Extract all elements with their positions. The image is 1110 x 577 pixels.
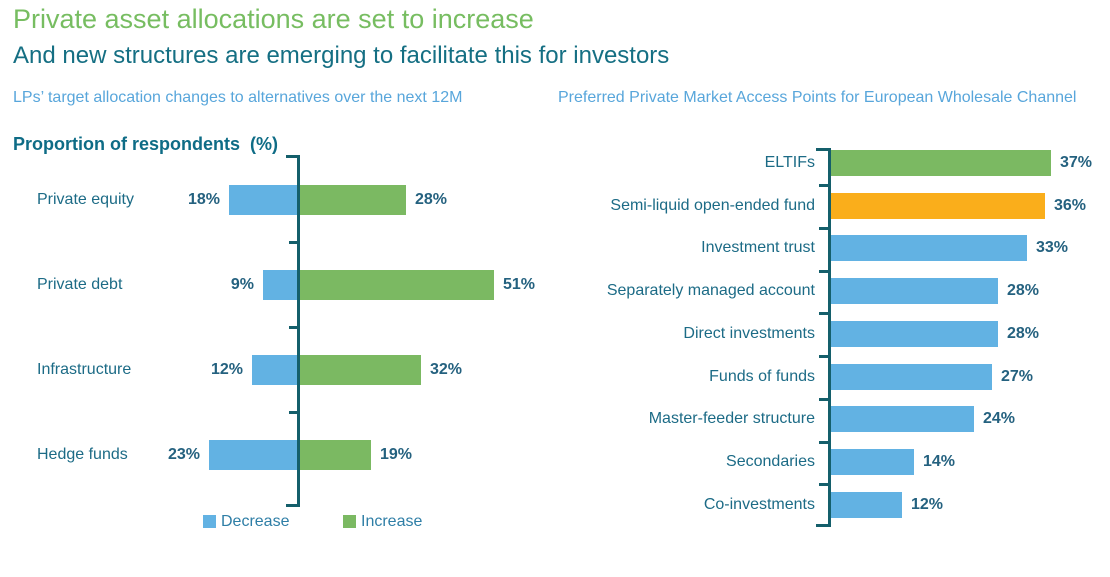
axis-tick [289, 241, 298, 244]
bar [831, 406, 974, 432]
bar [831, 449, 914, 475]
page-subtitle: And new structures are emerging to facil… [13, 42, 670, 69]
axis-tick [819, 441, 829, 444]
bar-value: 37% [1060, 154, 1093, 171]
baseline-axis [828, 148, 831, 527]
category-label: Funds of funds [709, 368, 815, 385]
bar-increase [298, 185, 406, 215]
increase-value: 19% [380, 446, 413, 463]
category-label: Semi-liquid open-ended fund [610, 197, 815, 214]
bar-value: 28% [1007, 282, 1040, 299]
category-label: Secondaries [726, 453, 815, 470]
bar [831, 193, 1045, 219]
axis-tick [819, 355, 829, 358]
legend-item: Increase [343, 513, 463, 530]
axis-cap-top [286, 155, 298, 158]
category-label: Hedge funds [37, 446, 128, 463]
bar-decrease [209, 440, 298, 470]
increase-value: 28% [415, 191, 448, 208]
bar [831, 278, 998, 304]
legend-swatch-decrease [203, 515, 216, 528]
bar-increase [298, 355, 421, 385]
axis-tick [819, 312, 829, 315]
category-label: Separately managed account [606, 282, 815, 299]
category-label: Direct investments [683, 325, 815, 342]
category-label: Investment trust [701, 239, 815, 256]
category-label: Master-feeder structure [648, 410, 815, 427]
decrease-value: 9% [230, 276, 254, 293]
category-label: ELTIFs [764, 154, 815, 171]
legend-swatch-increase [343, 515, 356, 528]
bar-decrease [252, 355, 298, 385]
bar [831, 235, 1027, 261]
allocation-change-chart: Private equity 18% 28% Private debt 9% 51% Inf… [0, 150, 556, 555]
axis-tick [289, 411, 298, 414]
bar-value: 14% [923, 453, 956, 470]
category-label: Private equity [37, 191, 134, 208]
decrease-value: 18% [187, 191, 220, 208]
bar-value: 12% [911, 496, 944, 513]
bar [831, 364, 992, 390]
legend-label: Increase [361, 513, 423, 530]
bar-value: 36% [1054, 197, 1087, 214]
page-title: Private asset allocations are set to inc… [13, 4, 534, 34]
baseline-axis [297, 155, 300, 507]
increase-value: 51% [503, 276, 536, 293]
decrease-value: 12% [210, 361, 243, 378]
axis-tick [819, 483, 829, 486]
bar [831, 321, 998, 347]
decrease-value: 23% [167, 446, 200, 463]
bar-decrease [263, 270, 298, 300]
axis-tick [289, 326, 298, 329]
left-chart-title: LPs’ target allocation changes to altern… [13, 89, 463, 106]
increase-value: 32% [430, 361, 463, 378]
bar-decrease [229, 185, 298, 215]
axis-tick [819, 398, 829, 401]
bar [831, 150, 1051, 176]
category-label: Infrastructure [37, 361, 132, 378]
bar-increase [298, 440, 371, 470]
axis-tick [819, 270, 829, 273]
category-label: Co-investments [703, 496, 815, 513]
bar-value: 33% [1036, 239, 1069, 256]
bar-value: 24% [983, 410, 1016, 427]
legend-label: Decrease [221, 513, 290, 530]
bar-increase [298, 270, 494, 300]
axis-tick [819, 184, 829, 187]
access-points-chart: ELTIFs 37% Semi-liquid open-ended fund 36% I… [558, 140, 1110, 540]
right-chart-title: Preferred Private Market Access Points f… [558, 89, 1077, 106]
bar-value: 28% [1007, 325, 1040, 342]
axis-cap-bottom [286, 504, 298, 507]
axis-tick [819, 227, 829, 230]
axis-cap-bottom [816, 524, 829, 527]
bar-value: 27% [1001, 368, 1034, 385]
left-chart-axis-label: Proportion of respondents (%) [13, 134, 278, 154]
category-label: Private debt [37, 276, 123, 293]
axis-cap-top [816, 148, 829, 151]
bar [831, 492, 902, 518]
legend-item: Decrease [203, 513, 323, 530]
